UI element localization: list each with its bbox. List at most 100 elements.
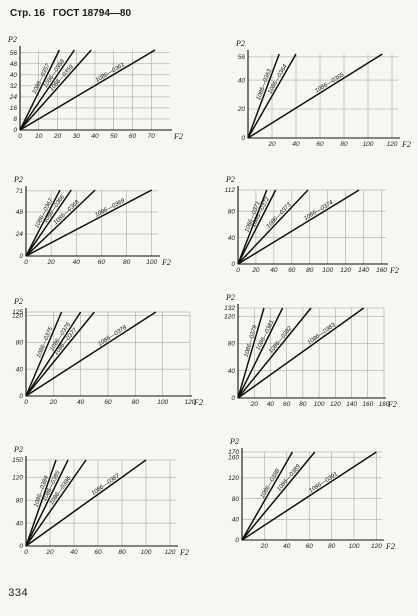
x-tick-label: 100 bbox=[322, 267, 333, 274]
series-line bbox=[237, 307, 284, 399]
y-tick-label: 80 bbox=[228, 341, 236, 348]
x-tick-label: 60 bbox=[283, 401, 291, 408]
x-tick-label: 100 bbox=[141, 549, 152, 556]
x-tick-label: 140 bbox=[358, 267, 369, 274]
x-tick-label: 100 bbox=[157, 399, 168, 406]
y-tick-label: 120 bbox=[224, 313, 235, 320]
x-tick-label: 160 bbox=[376, 267, 387, 274]
x-tick-label: 60 bbox=[316, 141, 324, 148]
x-tick-label: 20 bbox=[47, 259, 56, 266]
chart-8: 20 40 60 80 100 12004080120160170P2F21086—038… bbox=[228, 437, 395, 551]
x-tick-label: 40 bbox=[73, 259, 81, 266]
x-tick-label: 60 bbox=[306, 543, 314, 550]
y-tick-label: 80 bbox=[16, 497, 24, 504]
x-axis-label: F2 bbox=[385, 542, 395, 551]
series-line bbox=[25, 459, 87, 547]
x-tick-label: 20 bbox=[267, 141, 276, 148]
y-tick-label: 24 bbox=[9, 94, 18, 101]
x-tick-label: 80 bbox=[132, 399, 140, 406]
x-tick-label: 120 bbox=[185, 399, 196, 406]
chart-6: 20 40 60 80 100 120 140 160 18004080120132P2F210… bbox=[224, 293, 397, 409]
series-line bbox=[237, 189, 277, 265]
x-tick-label: 20 bbox=[53, 133, 62, 140]
x-tick-label: 80 bbox=[340, 141, 348, 148]
axes bbox=[25, 308, 192, 397]
y-tick-label: 0 bbox=[241, 135, 245, 142]
chart-4: 0 20 40 60 80 100 120 140 160 0 40 80 112 P2 F2 1086—03… bbox=[225, 175, 399, 275]
y-tick-label: 80 bbox=[232, 496, 240, 503]
axes bbox=[19, 46, 172, 131]
x-axis-label: F2 bbox=[193, 398, 203, 407]
chart-2: 20 40 60 80 100 1200204056P2F21086—03631086—0… bbox=[235, 39, 411, 149]
x-tick-label: 30 bbox=[73, 133, 81, 140]
y-tick-label: 40 bbox=[228, 235, 236, 242]
series-line bbox=[25, 311, 63, 397]
x-tick-label: 80 bbox=[123, 259, 131, 266]
x-axis-label: F2 bbox=[179, 548, 189, 557]
x-tick-label: 70 bbox=[148, 133, 156, 140]
page-number: 334 bbox=[8, 588, 28, 600]
series-line bbox=[25, 189, 153, 257]
x-tick-label: 20 bbox=[49, 399, 58, 406]
series-label: 1086—0365 bbox=[314, 72, 345, 95]
x-tick-label: 180 bbox=[379, 401, 390, 408]
chart-3: 0 20 40 60 80 1000244871P2F21086—03671086—036… bbox=[13, 175, 171, 267]
y-tick-label: 40 bbox=[16, 366, 24, 373]
series-line bbox=[25, 459, 147, 547]
series-line bbox=[241, 451, 316, 541]
y-axis-label: P2 bbox=[13, 297, 23, 306]
y-tick-label: 0 bbox=[19, 253, 23, 260]
x-tick-label: 20 bbox=[45, 549, 54, 556]
series-line bbox=[241, 451, 294, 541]
y-tick-label: 112 bbox=[225, 187, 236, 194]
y-tick-label: 125 bbox=[12, 309, 23, 316]
y-tick-label: 40 bbox=[16, 520, 24, 527]
y-tick-label: 56 bbox=[238, 54, 246, 61]
y-axis-label: P2 bbox=[225, 293, 235, 302]
series-label: 1086—0373 bbox=[266, 202, 293, 230]
x-tick-label: 100 bbox=[146, 259, 157, 266]
y-tick-label: 48 bbox=[10, 61, 18, 68]
x-tick-label: 40 bbox=[292, 141, 300, 148]
x-tick-label: 20 bbox=[260, 543, 269, 550]
x-tick-label: 100 bbox=[363, 141, 374, 148]
series-label: 1086—0387 bbox=[91, 473, 122, 497]
page-label: Стр. 16 bbox=[10, 8, 45, 19]
x-axis-label: F2 bbox=[173, 132, 183, 141]
series-line bbox=[241, 451, 377, 541]
standard-label: ГОСТ 18794—80 bbox=[52, 8, 132, 19]
x-tick-label: 40 bbox=[91, 133, 99, 140]
y-axis-label: P2 bbox=[13, 175, 23, 184]
y-tick-label: 120 bbox=[228, 475, 239, 482]
series-line bbox=[237, 189, 268, 265]
y-tick-label: 48 bbox=[16, 209, 24, 216]
x-tick-label: 20 bbox=[250, 401, 259, 408]
series-line bbox=[19, 49, 156, 131]
axes bbox=[237, 186, 388, 265]
x-axis-label: F2 bbox=[401, 140, 411, 149]
y-tick-label: 40 bbox=[10, 72, 18, 79]
x-tick-label: 80 bbox=[118, 549, 126, 556]
series-label: 1086—0378 bbox=[97, 325, 128, 348]
x-tick-label: 0 bbox=[24, 259, 28, 266]
series-line bbox=[19, 49, 92, 131]
x-tick-label: 60 bbox=[129, 133, 137, 140]
chart-7: 0 20 40 60 80 100 12004080120150P2F21086—03841… bbox=[12, 445, 189, 557]
y-tick-label: 0 bbox=[235, 537, 239, 544]
series-line bbox=[25, 311, 95, 397]
y-tick-label: 0 bbox=[231, 261, 235, 268]
series-line bbox=[19, 49, 75, 131]
x-tick-label: 120 bbox=[371, 543, 382, 550]
series-line bbox=[25, 189, 96, 257]
y-tick-label: 32 bbox=[10, 83, 18, 90]
y-axis-label: P2 bbox=[225, 175, 235, 184]
y-tick-label: 80 bbox=[16, 339, 24, 346]
chart-5: 0 20 40 60 80 100 12004080120125P2F21086—03751… bbox=[12, 297, 203, 407]
x-tick-label: 160 bbox=[362, 401, 373, 408]
x-tick-label: 0 bbox=[24, 399, 28, 406]
grid bbox=[19, 50, 170, 131]
y-tick-label: 20 bbox=[237, 106, 246, 113]
y-tick-label: 132 bbox=[224, 305, 235, 312]
x-tick-label: 20 bbox=[251, 267, 260, 274]
grid bbox=[237, 189, 386, 265]
